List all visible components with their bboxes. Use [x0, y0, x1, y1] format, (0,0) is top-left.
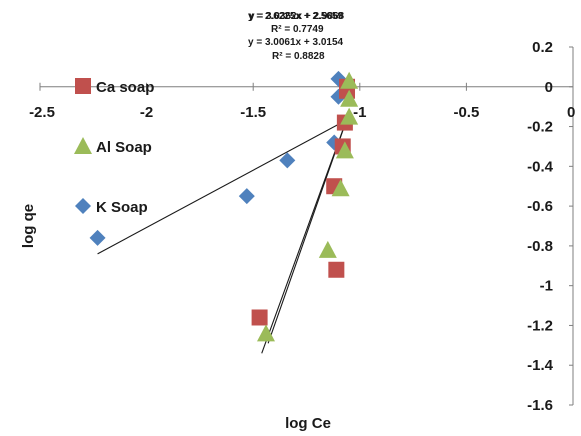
data-point-square	[251, 309, 268, 326]
data-point-triangle	[340, 71, 359, 89]
data-point-triangle	[340, 89, 359, 107]
r-squared-label: R² = 0.8828	[272, 51, 325, 62]
y-axis-title: log qe	[20, 204, 37, 248]
x-tick-label: -2.5	[29, 104, 55, 121]
y-tick-label: 0	[545, 79, 553, 96]
legend-label: Al Soap	[96, 139, 152, 156]
data-point-triangle	[318, 240, 337, 258]
data-point-square	[328, 261, 345, 278]
x-tick-label: 0	[567, 104, 575, 121]
x-tick-label: -2	[140, 104, 153, 121]
y-tick-label: -1	[540, 278, 553, 295]
equation-overlap-1: y = 3.0362x + 2.9868	[249, 11, 345, 22]
y-tick-label: -1.2	[527, 317, 553, 334]
legend-marker-diamond	[75, 198, 91, 214]
data-point-triangle	[340, 107, 359, 125]
y-tick-label: -0.8	[527, 238, 553, 255]
legend: Ca soap Al Soap K Soap	[74, 78, 154, 216]
equation-1: y = 2.6225x + 2.5659	[248, 11, 344, 22]
equation-2: y = 3.0061x + 3.0154	[248, 37, 344, 48]
x-axis-title: log Ce	[285, 415, 331, 432]
data-points	[89, 70, 359, 342]
y-tick-label: -0.2	[527, 119, 553, 136]
y-tick-label: -0.4	[527, 158, 554, 175]
data-point-triangle	[335, 141, 354, 159]
x-tick-label: -1	[353, 104, 366, 121]
y-tick-label: -1.6	[527, 397, 553, 414]
data-point-diamond	[89, 229, 106, 246]
y-tick-label: -1.4	[527, 357, 554, 374]
legend-label: K Soap	[96, 199, 148, 216]
data-point-triangle	[331, 179, 350, 197]
legend-label: Ca soap	[96, 79, 154, 96]
legend-marker-triangle	[74, 137, 92, 154]
data-point-triangle	[256, 324, 275, 342]
y-tick-label: -0.6	[527, 198, 553, 215]
trendline-1	[97, 118, 350, 255]
y-tick-labels: 0.2 0 -0.2 -0.4 -0.6 -0.8 -1 -1.2 -1.4 -1.6	[527, 39, 573, 414]
axes	[40, 47, 574, 405]
x-tick-label: -1.5	[240, 104, 266, 121]
legend-marker-square	[75, 78, 91, 94]
equation-overlap-2: R² = 0.7749	[271, 24, 324, 35]
x-tick-label: -0.5	[453, 104, 479, 121]
data-point-diamond	[279, 152, 296, 169]
trendline-equations: y = 3.0362x + 2.9868 y = 2.6225x + 2.565…	[248, 11, 345, 62]
x-tick-labels: -2.5 -2 -1.5 -1 -0.5 0	[29, 82, 575, 121]
y-tick-label: 0.2	[532, 39, 553, 56]
data-point-diamond	[238, 188, 255, 205]
